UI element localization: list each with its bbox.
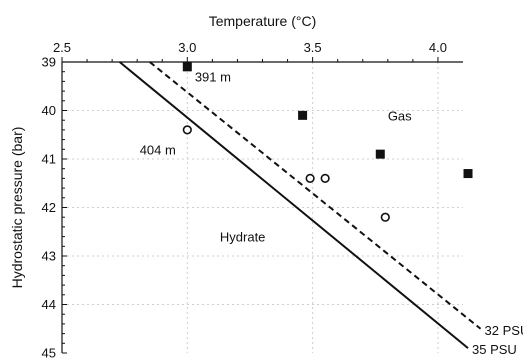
label-35-psu: 35 PSU — [472, 342, 517, 357]
annotation-391m: 391 m — [195, 70, 231, 85]
y-axis-title: Hydrostatic pressure (bar) — [9, 127, 25, 289]
open-circle-point — [182, 125, 192, 135]
label-32-psu: 32 PSU — [485, 323, 523, 338]
y-tick-label: 39 — [42, 55, 56, 70]
y-tick-label: 43 — [42, 249, 56, 264]
y-tick-label: 40 — [42, 103, 56, 118]
line-35-psu — [119, 61, 469, 349]
filled-square-point — [463, 169, 473, 179]
annotation-404m: 404 m — [140, 142, 176, 157]
line-32-psu — [149, 61, 482, 330]
open-circle-point — [380, 212, 390, 222]
x-tick-label: 2.5 — [53, 40, 71, 55]
region-label-gas: Gas — [388, 108, 412, 123]
y-tick-label: 42 — [42, 200, 56, 215]
y-tick-label: 41 — [42, 152, 56, 167]
filled-square-point — [298, 110, 308, 120]
y-tick-label: 44 — [42, 297, 56, 312]
x-tick-label: 3.5 — [304, 40, 322, 55]
filled-square-point — [182, 62, 192, 72]
region-label-hydrate: Hydrate — [220, 230, 266, 245]
open-circle-point — [305, 173, 315, 183]
filled-square-point — [375, 149, 385, 159]
x-tick-label: 4.0 — [429, 40, 447, 55]
x-tick-label: 3.0 — [178, 40, 196, 55]
open-circle-point — [320, 173, 330, 183]
y-tick-label: 45 — [42, 346, 56, 361]
x-axis-title: Temperature (°C) — [209, 13, 317, 29]
